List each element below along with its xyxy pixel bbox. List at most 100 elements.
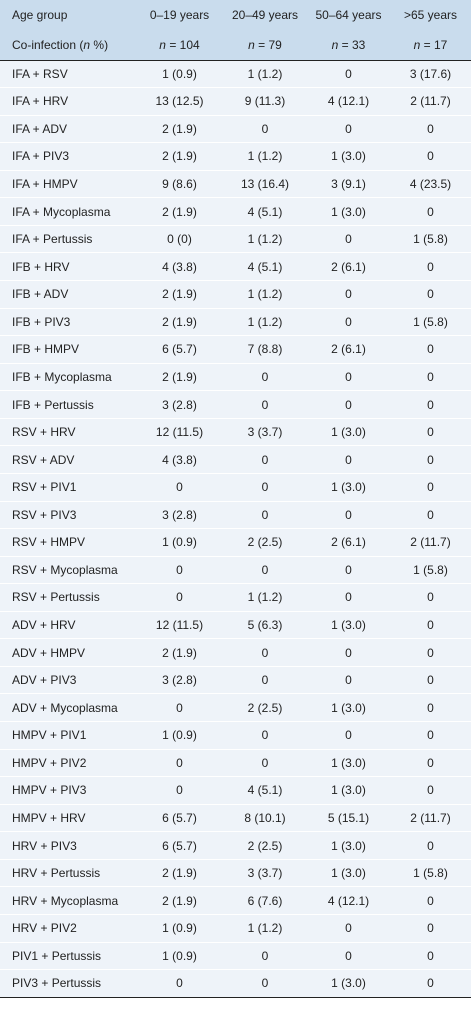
- table-row: HRV + PIV2 1 (0.9) 1 (1.2) 0 0: [0, 914, 471, 942]
- table-row: ADV + HRV 12 (11.5) 5 (6.3) 1 (3.0) 0: [0, 611, 471, 639]
- value-65-plus-cell: 0: [427, 728, 434, 743]
- value-50-64-cell: 1 (3.0): [331, 204, 366, 219]
- value-50-64-cell: 0: [345, 921, 352, 936]
- value-0-19-cell: 0: [176, 755, 183, 770]
- value-20-49-cell: 2 (2.5): [247, 838, 283, 853]
- value-65-plus-cell: 0: [427, 783, 434, 798]
- coinfection-pair-cell: IFA + HRV: [12, 94, 69, 109]
- value-20-49-cell: 0: [261, 121, 269, 136]
- value-50-64-cell: 0: [345, 287, 352, 302]
- value-20-49-cell: 1 (1.2): [247, 66, 283, 81]
- coinfection-pair-cell: IFA + HMPV: [12, 177, 78, 192]
- value-50-64-cell: 4 (12.1): [327, 893, 370, 908]
- coinfection-pair-cell: HMPV + PIV1: [12, 728, 87, 743]
- value-20-49-cell: 0: [261, 507, 269, 522]
- coinfection-pair-cell: PIV1 + Pertussis: [12, 948, 102, 963]
- value-65-plus-cell: 0: [427, 369, 434, 384]
- table-row: IFB + PIV3 2 (1.9) 1 (1.2) 0 1 (5.8): [0, 308, 471, 336]
- value-0-19-cell: 6 (5.7): [162, 838, 197, 853]
- value-65-plus-cell: 0: [427, 921, 434, 936]
- value-65-plus-cell: 0: [427, 838, 434, 853]
- value-50-64-cell: 0: [345, 232, 352, 247]
- value-65-plus-cell: 0: [427, 259, 434, 274]
- value-0-19-cell: 3 (2.8): [162, 673, 197, 688]
- value-65-plus-cell: 0: [427, 590, 434, 605]
- table-row: ADV + Mycoplasma 0 2 (2.5) 1 (3.0) 0: [0, 693, 471, 722]
- value-50-64-cell: 2 (6.1): [331, 342, 366, 357]
- value-50-64-cell: 1 (3.0): [331, 700, 366, 715]
- value-0-19-cell: 2 (1.9): [162, 204, 197, 219]
- value-20-49-cell: 1 (1.2): [247, 232, 283, 247]
- value-20-49-cell: 0: [261, 452, 269, 467]
- value-50-64-cell: 3 (9.1): [331, 177, 366, 192]
- value-0-19-cell: 6 (5.7): [162, 342, 197, 357]
- value-20-49-cell: 3 (3.7): [247, 425, 283, 440]
- value-0-19-cell: 1 (0.9): [162, 66, 197, 81]
- coinfection-pair-cell: IFA + Pertussis: [12, 232, 93, 247]
- value-20-49-cell: 9 (11.3): [244, 94, 286, 109]
- value-0-19-cell: 0: [176, 480, 183, 495]
- table-row: IFA + ADV 2 (1.9) 0 0 0: [0, 115, 471, 143]
- value-50-64-cell: 1 (3.0): [331, 866, 366, 881]
- value-50-64-cell: 0: [345, 314, 352, 329]
- value-65-plus-cell: 0: [427, 342, 434, 357]
- value-65-plus-cell: 0: [427, 452, 434, 467]
- table-body: IFA + RSV 1 (0.9) 1 (1.2) 0 3 (17.6) IFA + HR…: [0, 60, 471, 998]
- value-50-64-cell: 0: [345, 397, 352, 412]
- value-0-19-cell: 0: [176, 590, 183, 605]
- coinfection-pair-cell: HMPV + PIV3: [12, 783, 87, 798]
- value-0-19-cell: 0: [176, 783, 183, 798]
- header-n-50-64: n = 33: [331, 37, 366, 52]
- header-age-20-49: 20–49 years: [231, 8, 299, 22]
- value-20-49-cell: 7 (8.8): [247, 342, 283, 357]
- value-50-64-cell: 2 (6.1): [331, 535, 366, 550]
- value-20-49-cell: 5 (6.3): [247, 618, 283, 633]
- value-65-plus-cell: 0: [427, 149, 434, 164]
- value-20-49-cell: 4 (5.1): [247, 783, 283, 798]
- value-65-plus-cell: 2 (11.7): [410, 94, 451, 109]
- value-20-49-cell: 0: [261, 397, 269, 412]
- value-50-64-cell: 0: [345, 948, 352, 963]
- value-50-64-cell: 2 (6.1): [331, 259, 366, 274]
- value-20-49-cell: 2 (2.5): [247, 700, 283, 715]
- header-age-group-label: Age group: [12, 8, 68, 22]
- value-20-49-cell: 0: [261, 728, 269, 743]
- table-row: IFA + HRV 13 (12.5) 9 (11.3) 4 (12.1) 2 (11.…: [0, 87, 471, 116]
- table-row: PIV3 + Pertussis 0 0 1 (3.0) 0: [0, 969, 471, 998]
- table-row: HRV + Mycoplasma 2 (1.9) 6 (7.6) 4 (12.1) 0: [0, 886, 471, 915]
- header-n-65-plus: n = 17: [413, 37, 448, 52]
- coinfection-pair-cell: RSV + PIV1: [12, 480, 77, 495]
- table-row: RSV + HRV 12 (11.5) 3 (3.7) 1 (3.0) 0: [0, 418, 471, 446]
- coinfection-pair-cell: ADV + PIV3: [12, 673, 77, 688]
- table-row: RSV + Pertussis 0 1 (1.2) 0 0: [0, 583, 471, 612]
- coinfection-pair-cell: IFB + HRV: [12, 259, 70, 274]
- value-50-64-cell: 1 (3.0): [331, 425, 366, 440]
- coinfection-pair-cell: RSV + Pertussis: [12, 590, 100, 605]
- value-50-64-cell: 1 (3.0): [331, 755, 366, 770]
- table-header: Age group 0–19 years 20–49 years 50–64 y…: [0, 0, 471, 60]
- value-0-19-cell: 2 (1.9): [162, 893, 197, 908]
- header-coinfection-label: Co-infection (n %): [12, 37, 109, 52]
- table-row: ADV + PIV3 3 (2.8) 0 0 0: [0, 666, 471, 694]
- value-65-plus-cell: 0: [427, 480, 434, 495]
- coinfection-pair-cell: RSV + HMPV: [12, 535, 86, 550]
- coinfection-pair-cell: IFB + PIV3: [12, 314, 71, 329]
- value-0-19-cell: 2 (1.9): [162, 121, 197, 136]
- value-20-49-cell: 0: [261, 976, 269, 991]
- value-20-49-cell: 0: [261, 673, 269, 688]
- value-0-19-cell: 0 (0): [167, 232, 192, 247]
- coinfection-pair-cell: IFA + RSV: [12, 66, 68, 81]
- value-0-19-cell: 12 (11.5): [155, 425, 204, 440]
- value-65-plus-cell: 0: [427, 645, 434, 660]
- value-20-49-cell: 0: [261, 369, 269, 384]
- value-20-49-cell: 4 (5.1): [247, 204, 283, 219]
- coinfection-pair-cell: IFB + HMPV: [12, 342, 80, 357]
- value-65-plus-cell: 0: [427, 425, 434, 440]
- table-row: RSV + PIV3 3 (2.8) 0 0 0: [0, 501, 471, 529]
- value-0-19-cell: 0: [176, 976, 183, 991]
- header-age-65-plus: >65 years: [403, 8, 458, 22]
- value-50-64-cell: 1 (3.0): [331, 838, 366, 853]
- value-50-64-cell: 5 (15.1): [327, 810, 370, 825]
- value-20-49-cell: 8 (10.1): [244, 810, 286, 825]
- value-20-49-cell: 1 (1.2): [247, 590, 283, 605]
